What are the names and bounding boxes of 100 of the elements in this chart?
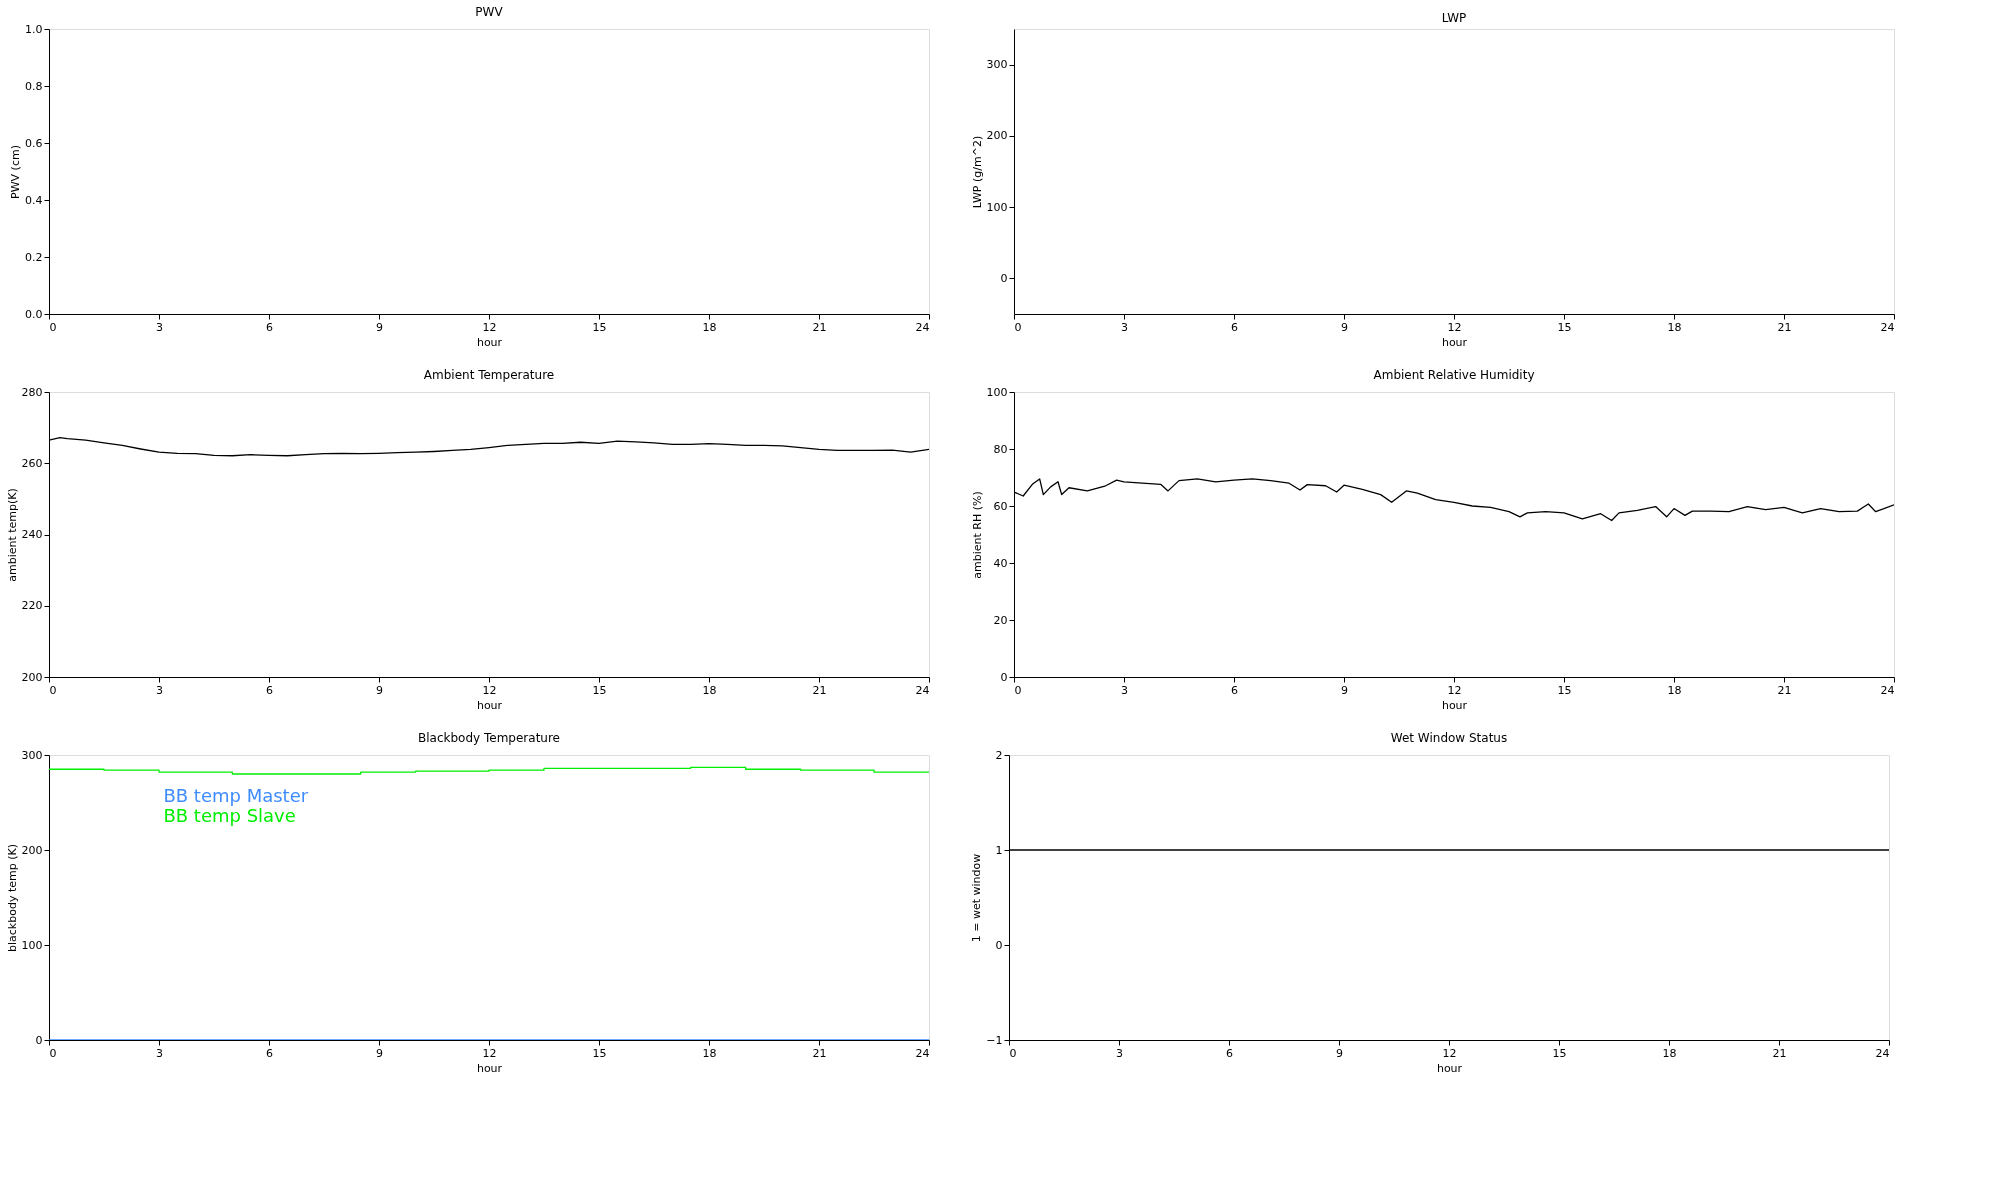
x-tick-label: 12 — [1447, 320, 1462, 334]
y-axis-title: ambient RH (%) — [970, 491, 984, 579]
y-tick-label: 300 — [21, 748, 43, 762]
y-tick-label: 0.8 — [25, 79, 43, 93]
x-tick-label: 15 — [1557, 320, 1572, 334]
x-tick-label: 0 — [1014, 320, 1022, 334]
x-tick-label: 0 — [49, 320, 57, 334]
y-tick-label: 100 — [986, 385, 1008, 399]
text: BB temp Master — [163, 785, 309, 806]
x-tick-label: 21 — [812, 1046, 827, 1060]
x-tick-label: 3 — [156, 1046, 163, 1060]
x-tick-label: 0 — [49, 1046, 57, 1060]
y-tick-label: 200 — [986, 129, 1008, 143]
y-tick-label: 0.4 — [25, 193, 43, 207]
x-tick-label: 18 — [702, 683, 717, 697]
y-tick-label: 100 — [986, 200, 1008, 214]
x-tick-label: 9 — [1341, 683, 1348, 697]
y-tick-label: 280 — [21, 385, 43, 399]
chart-title: Blackbody Temperature — [418, 731, 560, 745]
y-tick-label: 200 — [21, 670, 43, 684]
y-tick-label: 40 — [993, 556, 1008, 570]
y-axis-title: ambient temp(K) — [5, 488, 19, 582]
y-tick-label: 0.0 — [25, 307, 43, 321]
y-tick-label: 1.0 — [25, 22, 43, 36]
y-tick-label: 0.2 — [25, 250, 43, 264]
chart-title: Ambient Relative Humidity — [1373, 368, 1535, 382]
x-tick-label: 6 — [1231, 683, 1238, 697]
x-tick-label: 12 — [482, 683, 497, 697]
x-axis-title: hour — [1436, 1061, 1463, 1075]
y-tick-label: 0 — [1000, 670, 1008, 684]
y-tick-label: 80 — [993, 442, 1008, 456]
x-tick-label: 12 — [482, 1046, 497, 1060]
x-axis-title: hour — [1441, 335, 1468, 349]
y-tick-label: 20 — [993, 613, 1008, 627]
x-tick-label: 0 — [49, 683, 57, 697]
y-axis-title: PWV (cm) — [9, 145, 23, 199]
y-tick-label: 220 — [21, 599, 43, 613]
x-tick-label: 18 — [702, 1046, 717, 1060]
x-tick-label: 18 — [1667, 683, 1682, 697]
x-tick-label: 24 — [1880, 320, 1895, 334]
x-tick-label: 0 — [1009, 1046, 1017, 1060]
x-tick-label: 24 — [1880, 683, 1895, 697]
x-tick-label: 24 — [915, 1046, 930, 1060]
chart-title: LWP — [1441, 11, 1467, 25]
x-tick-label: 3 — [1116, 1046, 1123, 1060]
chart-title: PWV — [475, 5, 504, 19]
x-tick-label: 0 — [1014, 683, 1022, 697]
x-tick-label: 21 — [812, 683, 827, 697]
x-axis-title: hour — [476, 1061, 503, 1075]
y-tick-label: 1 — [995, 843, 1003, 857]
x-tick-label: 24 — [915, 683, 930, 697]
x-tick-label: 15 — [592, 320, 607, 334]
y-tick-label: 300 — [986, 58, 1008, 72]
x-tick-label: 9 — [376, 1046, 383, 1060]
series-label: BB temp Slave — [163, 805, 296, 826]
y-axis-title: 1 = wet window — [970, 853, 984, 943]
x-tick-label: 3 — [156, 683, 163, 697]
x-tick-label: 15 — [1557, 683, 1572, 697]
y-tick-label: 0 — [995, 938, 1003, 952]
y-tick-label: 200 — [21, 843, 43, 857]
x-tick-label: 6 — [266, 683, 273, 697]
x-tick-label: 15 — [1552, 1046, 1567, 1060]
x-tick-label: 21 — [1777, 683, 1792, 697]
x-tick-label: 24 — [1875, 1046, 1890, 1060]
y-axis-title: LWP (g/m^2) — [970, 135, 984, 209]
x-tick-label: 6 — [1231, 320, 1238, 334]
x-tick-label: 9 — [1336, 1046, 1343, 1060]
x-tick-label: 3 — [1121, 683, 1128, 697]
x-axis-title: hour — [476, 698, 503, 712]
x-tick-label: 6 — [266, 320, 273, 334]
x-tick-label: 6 — [266, 1046, 273, 1060]
y-tick-label: 60 — [993, 499, 1008, 513]
x-tick-label: 15 — [592, 1046, 607, 1060]
x-tick-label: 12 — [482, 320, 497, 334]
x-tick-label: 3 — [156, 320, 163, 334]
x-tick-label: 9 — [376, 683, 383, 697]
y-tick-label: 240 — [21, 528, 43, 541]
y-tick-label: 100 — [21, 938, 43, 952]
y-tick-label: 0 — [1000, 271, 1008, 285]
x-tick-label: 12 — [1447, 683, 1462, 697]
y-tick-label: 2 — [995, 748, 1003, 762]
chart-title: Wet Window Status — [1390, 731, 1508, 745]
x-tick-label: 21 — [812, 320, 827, 334]
x-tick-label: 24 — [915, 320, 930, 334]
x-tick-label: 21 — [1772, 1046, 1787, 1060]
x-tick-label: 18 — [702, 320, 717, 334]
chart-title: Ambient Temperature — [423, 368, 555, 382]
x-axis-title: hour — [476, 335, 503, 349]
x-axis-title: hour — [1441, 698, 1468, 712]
y-axis-title: blackbody temp (K) — [5, 844, 19, 952]
y-tick-label: 260 — [21, 456, 43, 470]
y-tick-label: 0.6 — [25, 136, 43, 150]
x-tick-label: 15 — [592, 683, 607, 697]
y-tick-label: −1 — [986, 1033, 1003, 1047]
x-tick-label: 9 — [1341, 320, 1348, 334]
x-tick-label: 12 — [1442, 1046, 1457, 1060]
y-tick-label: 0 — [35, 1033, 43, 1047]
x-tick-label: 21 — [1777, 320, 1792, 334]
x-tick-label: 18 — [1667, 320, 1682, 334]
x-tick-label: 6 — [1226, 1046, 1233, 1060]
